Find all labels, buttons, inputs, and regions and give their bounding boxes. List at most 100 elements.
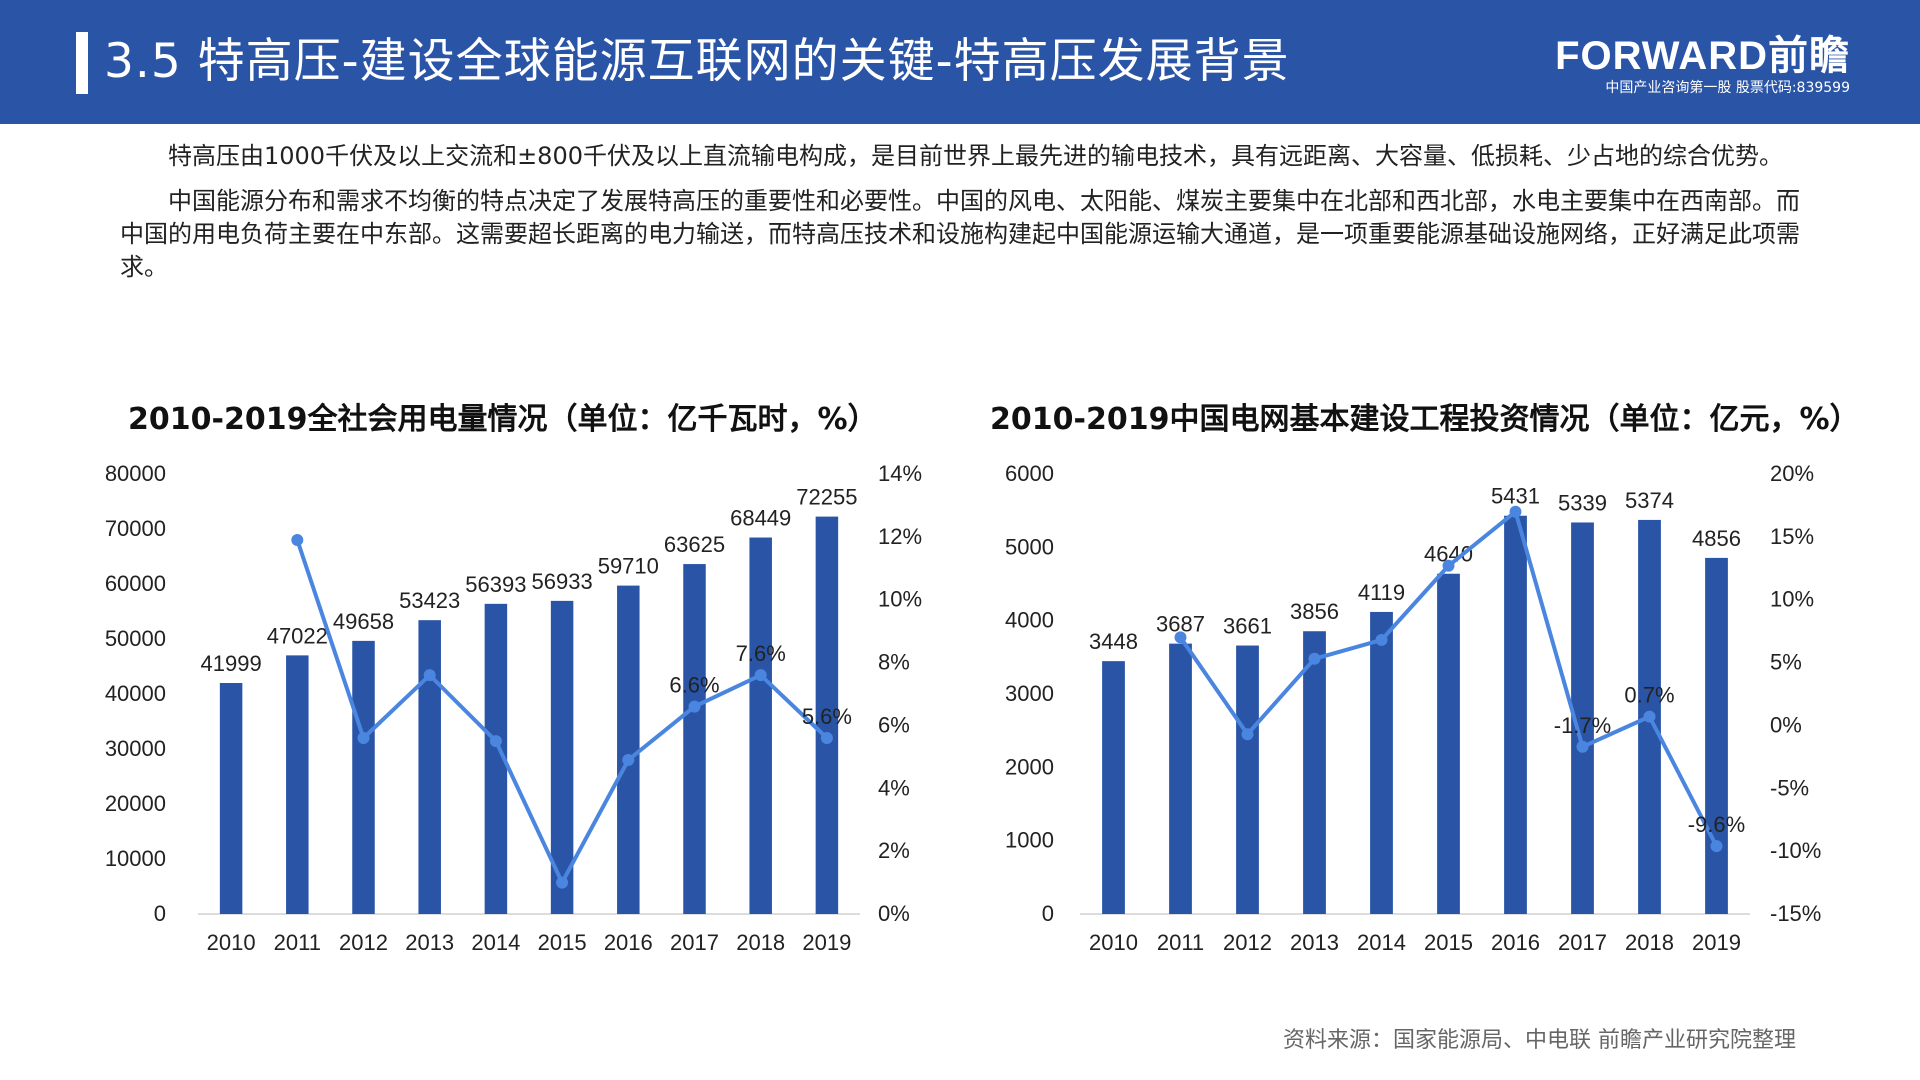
y-axis-right-tick-label: 6%: [878, 712, 910, 737]
y-axis-right-tick-label: 15%: [1770, 524, 1814, 549]
intro-text: 特高压由1000千伏及以上交流和±800千伏及以上直流输电构成，是目前世界上最先…: [120, 140, 1820, 296]
x-axis-tick-label: 2017: [670, 930, 719, 955]
growth-rate-data-label: -1.7%: [1554, 713, 1611, 738]
bar: [1504, 515, 1527, 914]
growth-rate-point: [489, 735, 502, 748]
y-axis-left-tick-label: 30000: [105, 736, 166, 761]
y-axis-right-tick-label: 0%: [1770, 712, 1802, 737]
header-accent-bar: [76, 32, 88, 94]
bar-data-label: 5374: [1625, 488, 1674, 513]
y-axis-right-tick-label: -10%: [1770, 838, 1821, 863]
y-axis-right-tick-label: -5%: [1770, 775, 1809, 800]
y-axis-left-tick-label: 20000: [105, 791, 166, 816]
bar-data-label: 49658: [333, 609, 394, 634]
growth-rate-point: [688, 700, 701, 713]
bar: [815, 516, 839, 914]
brand-subtitle: 中国产业咨询第一股 股票代码:839599: [1605, 80, 1850, 96]
x-axis-tick-label: 2018: [1625, 930, 1674, 955]
bar: [683, 564, 706, 914]
growth-rate-point: [754, 669, 767, 682]
x-axis-tick-label: 2019: [802, 930, 851, 955]
growth-rate-point: [556, 876, 569, 889]
bar: [617, 585, 640, 914]
y-axis-left-tick-label: 6000: [1005, 461, 1054, 486]
bar: [1169, 643, 1192, 914]
growth-rate-point: [1375, 633, 1388, 646]
y-axis-left-tick-label: 80000: [105, 461, 166, 486]
y-axis-left-tick-label: 2000: [1005, 754, 1054, 779]
y-axis-left-tick-label: 10000: [105, 846, 166, 871]
bar: [550, 600, 574, 914]
y-axis-right-tick-label: -15%: [1770, 901, 1821, 926]
y-axis-right-tick-label: 20%: [1770, 461, 1814, 486]
x-axis-tick-label: 2018: [736, 930, 785, 955]
y-axis-left-tick-label: 3000: [1005, 681, 1054, 706]
bar: [1303, 631, 1326, 914]
chart-2-title: 2010-2019中国电网基本建设工程投资情况（单位：亿元，%）: [990, 402, 1860, 437]
growth-rate-point: [291, 534, 304, 546]
x-axis-tick-label: 2015: [1424, 930, 1473, 955]
y-axis-right-tick-label: 5%: [1770, 650, 1802, 675]
bar-data-label: 56393: [465, 572, 526, 597]
y-axis-right-tick-label: 10%: [1770, 587, 1814, 612]
source-note: 资料来源：国家能源局、中电联 前瞻产业研究院整理: [1283, 1028, 1796, 1053]
growth-rate-point: [1576, 740, 1589, 753]
x-axis-tick-label: 2011: [1157, 930, 1204, 955]
bar-data-label: 3448: [1089, 629, 1138, 654]
bar-data-label: 5339: [1558, 490, 1607, 515]
bar-data-label: 59710: [598, 554, 659, 579]
bar-data-label: 47022: [267, 623, 328, 648]
bar: [749, 537, 772, 914]
brand-name: FORWARD前瞻: [1555, 34, 1850, 78]
bar-data-label: 68449: [730, 506, 791, 531]
y-axis-right-tick-label: 0%: [878, 901, 910, 926]
y-axis-left-tick-label: 0: [154, 901, 166, 926]
bar: [1705, 557, 1728, 914]
bar-data-label: 4856: [1692, 526, 1741, 551]
growth-rate-point: [1710, 840, 1723, 853]
growth-rate-data-label: 7.6%: [736, 641, 786, 666]
bar: [484, 603, 508, 914]
bar: [219, 683, 243, 914]
x-axis-tick-label: 2010: [207, 930, 256, 955]
x-axis-tick-label: 2016: [604, 930, 653, 955]
chart-electricity-consumption: 80000 70000 60000 50000 40000 30000 20000 10000…: [105, 461, 922, 955]
bar: [1102, 661, 1125, 914]
x-axis-tick-label: 2017: [1558, 930, 1607, 955]
y-axis-right-tick-label: 14%: [878, 461, 922, 486]
bar: [1437, 573, 1460, 914]
bar: [352, 640, 375, 914]
x-axis-tick-label: 2011: [274, 930, 321, 955]
growth-rate-point: [357, 732, 370, 744]
y-axis-right-tick-label: 10%: [878, 587, 922, 612]
bar-data-label: 41999: [201, 651, 262, 676]
x-axis-tick-label: 2013: [405, 930, 454, 955]
y-axis-right-tick-label: 2%: [878, 838, 910, 863]
y-axis-right-tick-label: 12%: [878, 524, 922, 549]
growth-rate-data-label: 5.6%: [802, 704, 852, 729]
bar-data-label: 63625: [664, 532, 725, 557]
growth-rate-point: [1643, 710, 1656, 723]
bar-data-label: 56933: [532, 569, 593, 594]
x-axis-tick-label: 2012: [1223, 930, 1272, 955]
page-title: 3.5 特高压-建设全球能源互联网的关键-特高压发展背景: [104, 34, 1290, 89]
growth-rate-data-label: -9.6%: [1688, 812, 1745, 837]
growth-rate-data-label: 6.6%: [669, 673, 719, 698]
x-axis-tick-label: 2016: [1491, 930, 1540, 955]
x-axis-tick-label: 2015: [538, 930, 587, 955]
bar-data-label: 3856: [1290, 599, 1339, 624]
x-axis-tick-label: 2013: [1290, 930, 1339, 955]
x-axis-tick-label: 2014: [471, 930, 520, 955]
growth-rate-data-label: 0.7%: [1624, 683, 1674, 708]
bar-data-label: 72255: [796, 485, 857, 510]
growth-rate-point: [1308, 652, 1321, 665]
bar-data-label: 5431: [1491, 484, 1540, 509]
intro-paragraph-2: 中国能源分布和需求不均衡的特点决定了发展特高压的重要性和必要性。中国的风电、太阳…: [120, 187, 1800, 281]
brand-logo: FORWARD前瞻 中国产业咨询第一股 股票代码:839599: [1555, 34, 1850, 98]
chart-1-title: 2010-2019全社会用电量情况（单位：亿千瓦时，%）: [128, 402, 878, 437]
bar: [286, 655, 309, 914]
chart-grid-investment: 6000 5000 4000 3000 2000 1000 0 20% 15% 10% 5% 0% -5…: [1005, 461, 1821, 955]
header-bar: 3.5 特高压-建设全球能源互联网的关键-特高压发展背景 FORWARD前瞻 中…: [0, 0, 1920, 124]
x-axis-tick-label: 2019: [1692, 930, 1741, 955]
growth-rate-point: [1241, 728, 1254, 741]
